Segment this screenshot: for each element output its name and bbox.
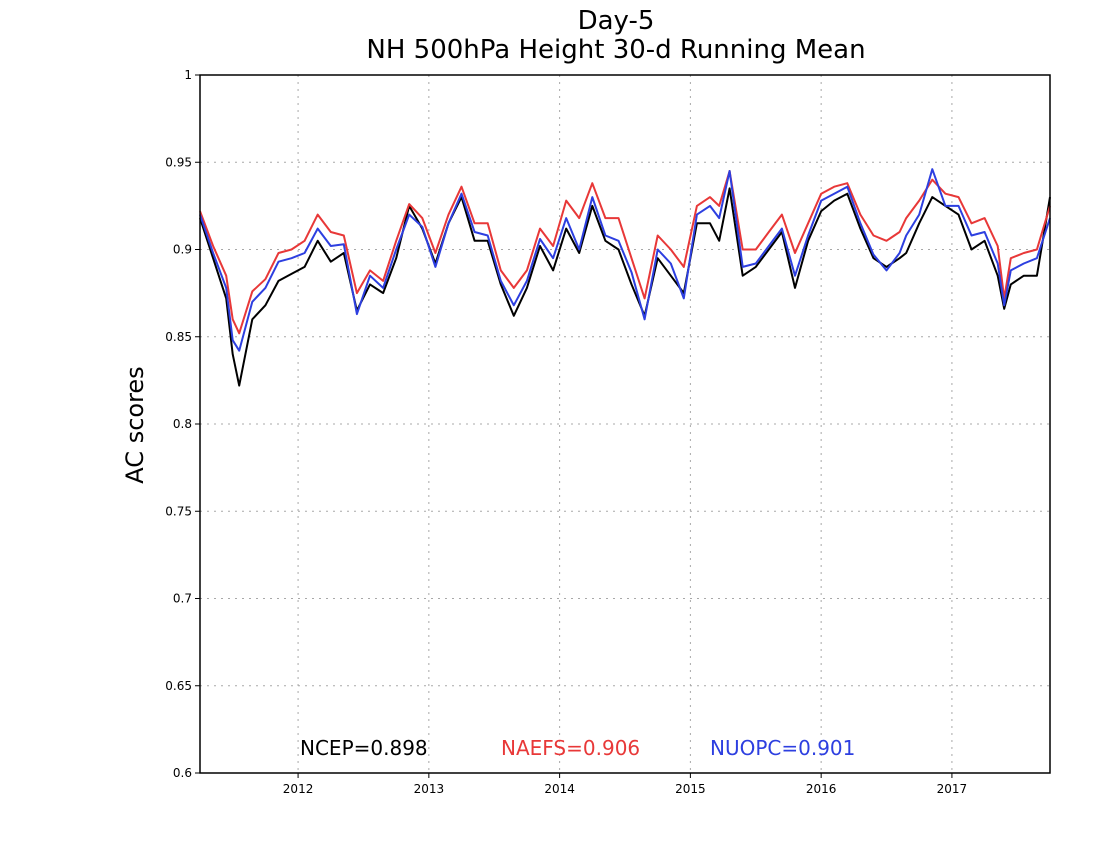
axis-ticks: 0.6 0.65 0.7 0.75 0.8 0.85 0.9 0.95 1 2012 2013 201…	[165, 68, 967, 796]
x-tick-label: 2014	[544, 782, 575, 796]
y-tick-label: 0.85	[165, 330, 192, 344]
legend: NCEP=0.898 NAEFS=0.906 NUOPC=0.901	[300, 736, 855, 760]
y-tick-label: 0.65	[165, 679, 192, 693]
legend-nuopc: NUOPC=0.901	[710, 736, 855, 760]
y-tick-label: 1	[184, 68, 192, 82]
grid	[200, 75, 1050, 773]
y-tick-label: 0.75	[165, 504, 192, 518]
chart-subtitle: NH 500hPa Height 30-d Running Mean	[366, 35, 865, 65]
series-line-nuopc	[199, 168, 1051, 352]
y-tick-label: 0.9	[173, 243, 192, 257]
series-group	[199, 168, 1051, 387]
series-line-ncep	[199, 187, 1051, 387]
x-tick-label: 2015	[675, 782, 706, 796]
y-tick-label: 0.7	[173, 592, 192, 606]
x-tick-label: 2016	[806, 782, 837, 796]
y-axis-label: AC scores	[121, 366, 149, 483]
x-tick-label: 2017	[937, 782, 968, 796]
y-tick-label: 0.8	[173, 417, 192, 431]
legend-ncep: NCEP=0.898	[300, 736, 428, 760]
chart-title: Day-5	[578, 6, 655, 36]
x-tick-label: 2012	[283, 782, 314, 796]
y-tick-label: 0.95	[165, 155, 192, 169]
legend-naefs: NAEFS=0.906	[501, 736, 640, 760]
series-line-naefs	[199, 170, 1051, 335]
y-tick-label: 0.6	[173, 766, 192, 780]
x-tick-label: 2013	[414, 782, 445, 796]
